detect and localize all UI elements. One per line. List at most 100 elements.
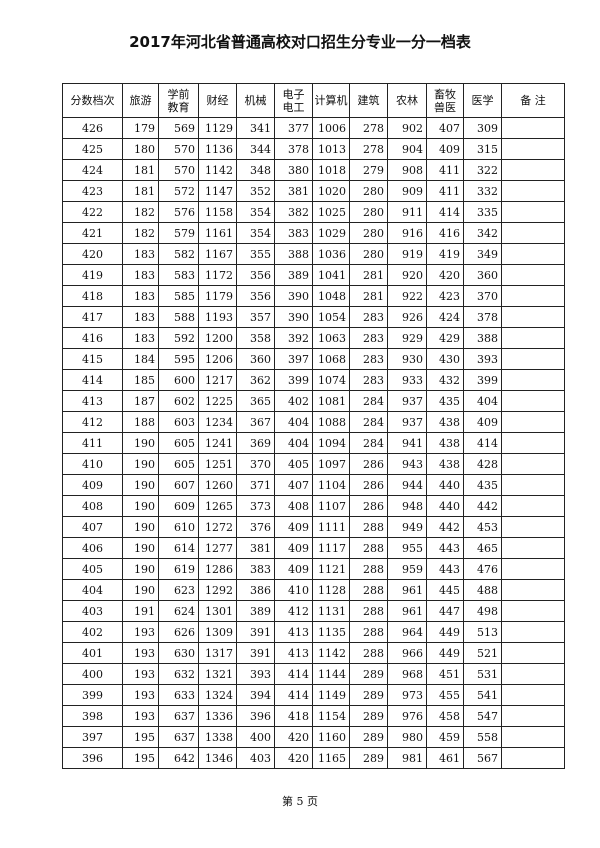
score-cell: 425 <box>62 138 123 160</box>
count-cell: 445 <box>426 579 464 601</box>
count-cell: 388 <box>274 243 313 265</box>
count-cell: 396 <box>236 705 275 727</box>
score-cell: 399 <box>62 684 123 706</box>
count-cell: 407 <box>426 117 464 139</box>
count-cell: 284 <box>349 432 388 454</box>
column-header: 旅游 <box>122 83 159 118</box>
count-cell: 583 <box>158 264 199 286</box>
count-cell: 190 <box>122 474 159 496</box>
table-row: 421 182 579 1161 354 383 1029 280 916 416 342 <box>62 222 565 244</box>
count-cell: 1265 <box>198 495 237 517</box>
count-cell: 371 <box>236 474 275 496</box>
count-cell: 193 <box>122 663 159 685</box>
count-cell: 286 <box>349 474 388 496</box>
count-cell: 190 <box>122 558 159 580</box>
count-cell: 909 <box>387 180 427 202</box>
count-cell: 585 <box>158 285 199 307</box>
count-cell: 1147 <box>198 180 237 202</box>
table-row: 409 190 607 1260 371 407 1104 286 944 440 435 <box>62 474 565 496</box>
count-cell: 278 <box>349 138 388 160</box>
table-row: 415 184 595 1206 360 397 1068 283 930 430 393 <box>62 348 565 370</box>
count-cell: 391 <box>236 621 275 643</box>
count-cell: 1029 <box>312 222 350 244</box>
count-cell: 633 <box>158 684 199 706</box>
score-cell: 416 <box>62 327 123 349</box>
count-cell: 458 <box>426 705 464 727</box>
score-cell: 407 <box>62 516 123 538</box>
count-cell: 949 <box>387 516 427 538</box>
count-cell: 288 <box>349 642 388 664</box>
count-cell: 370 <box>463 285 502 307</box>
table-row: 424 181 570 1142 348 380 1018 279 908 411 322 <box>62 159 565 181</box>
count-cell: 1111 <box>312 516 350 538</box>
count-cell: 607 <box>158 474 199 496</box>
count-cell: 531 <box>463 663 502 685</box>
table-row: 408 190 609 1265 373 408 1107 286 948 440 442 <box>62 495 565 517</box>
table-body: 426 179 569 1129 341 377 1006 278 902 407 309 425 18… <box>62 117 565 769</box>
count-cell: 1131 <box>312 600 350 622</box>
count-cell: 393 <box>236 663 275 685</box>
count-cell: 1006 <box>312 117 350 139</box>
count-cell: 279 <box>349 159 388 181</box>
count-cell: 1206 <box>198 348 237 370</box>
count-cell: 961 <box>387 600 427 622</box>
score-cell: 396 <box>62 747 123 769</box>
count-cell: 420 <box>274 726 313 748</box>
count-cell: 386 <box>236 579 275 601</box>
count-cell: 370 <box>236 453 275 475</box>
count-cell: 1225 <box>198 390 237 412</box>
table-row: 404 190 623 1292 386 410 1128 288 961 445 488 <box>62 579 565 601</box>
count-cell: 428 <box>463 453 502 475</box>
count-cell: 1321 <box>198 663 237 685</box>
remark-cell <box>501 579 565 601</box>
count-cell: 400 <box>236 726 275 748</box>
count-cell: 449 <box>426 621 464 643</box>
count-cell: 360 <box>236 348 275 370</box>
count-cell: 404 <box>274 432 313 454</box>
count-cell: 195 <box>122 726 159 748</box>
count-cell: 1309 <box>198 621 237 643</box>
count-cell: 1135 <box>312 621 350 643</box>
count-cell: 404 <box>274 411 313 433</box>
count-cell: 376 <box>236 516 275 538</box>
count-cell: 373 <box>236 495 275 517</box>
count-cell: 1149 <box>312 684 350 706</box>
table-row: 398 193 637 1336 396 418 1154 289 976 458 547 <box>62 705 565 727</box>
count-cell: 547 <box>463 705 502 727</box>
count-cell: 443 <box>426 558 464 580</box>
count-cell: 442 <box>426 516 464 538</box>
count-cell: 383 <box>236 558 275 580</box>
count-cell: 944 <box>387 474 427 496</box>
count-cell: 283 <box>349 369 388 391</box>
count-cell: 476 <box>463 558 502 580</box>
count-cell: 193 <box>122 705 159 727</box>
count-cell: 409 <box>274 558 313 580</box>
count-cell: 180 <box>122 138 159 160</box>
count-cell: 358 <box>236 327 275 349</box>
count-cell: 408 <box>274 495 313 517</box>
count-cell: 289 <box>349 684 388 706</box>
count-cell: 389 <box>274 264 313 286</box>
count-cell: 181 <box>122 180 159 202</box>
count-cell: 930 <box>387 348 427 370</box>
count-cell: 442 <box>463 495 502 517</box>
count-cell: 365 <box>236 390 275 412</box>
count-cell: 383 <box>274 222 313 244</box>
score-cell: 403 <box>62 600 123 622</box>
table-row: 399 193 633 1324 394 414 1149 289 973 455 541 <box>62 684 565 706</box>
count-cell: 344 <box>236 138 275 160</box>
count-cell: 391 <box>236 642 275 664</box>
count-cell: 381 <box>274 180 313 202</box>
count-cell: 1144 <box>312 663 350 685</box>
count-cell: 576 <box>158 201 199 223</box>
count-cell: 488 <box>463 579 502 601</box>
count-cell: 181 <box>122 159 159 181</box>
count-cell: 413 <box>274 621 313 643</box>
count-cell: 341 <box>236 117 275 139</box>
count-cell: 394 <box>236 684 275 706</box>
count-cell: 1317 <box>198 642 237 664</box>
count-cell: 356 <box>236 285 275 307</box>
count-cell: 1292 <box>198 579 237 601</box>
count-cell: 1336 <box>198 705 237 727</box>
count-cell: 455 <box>426 684 464 706</box>
